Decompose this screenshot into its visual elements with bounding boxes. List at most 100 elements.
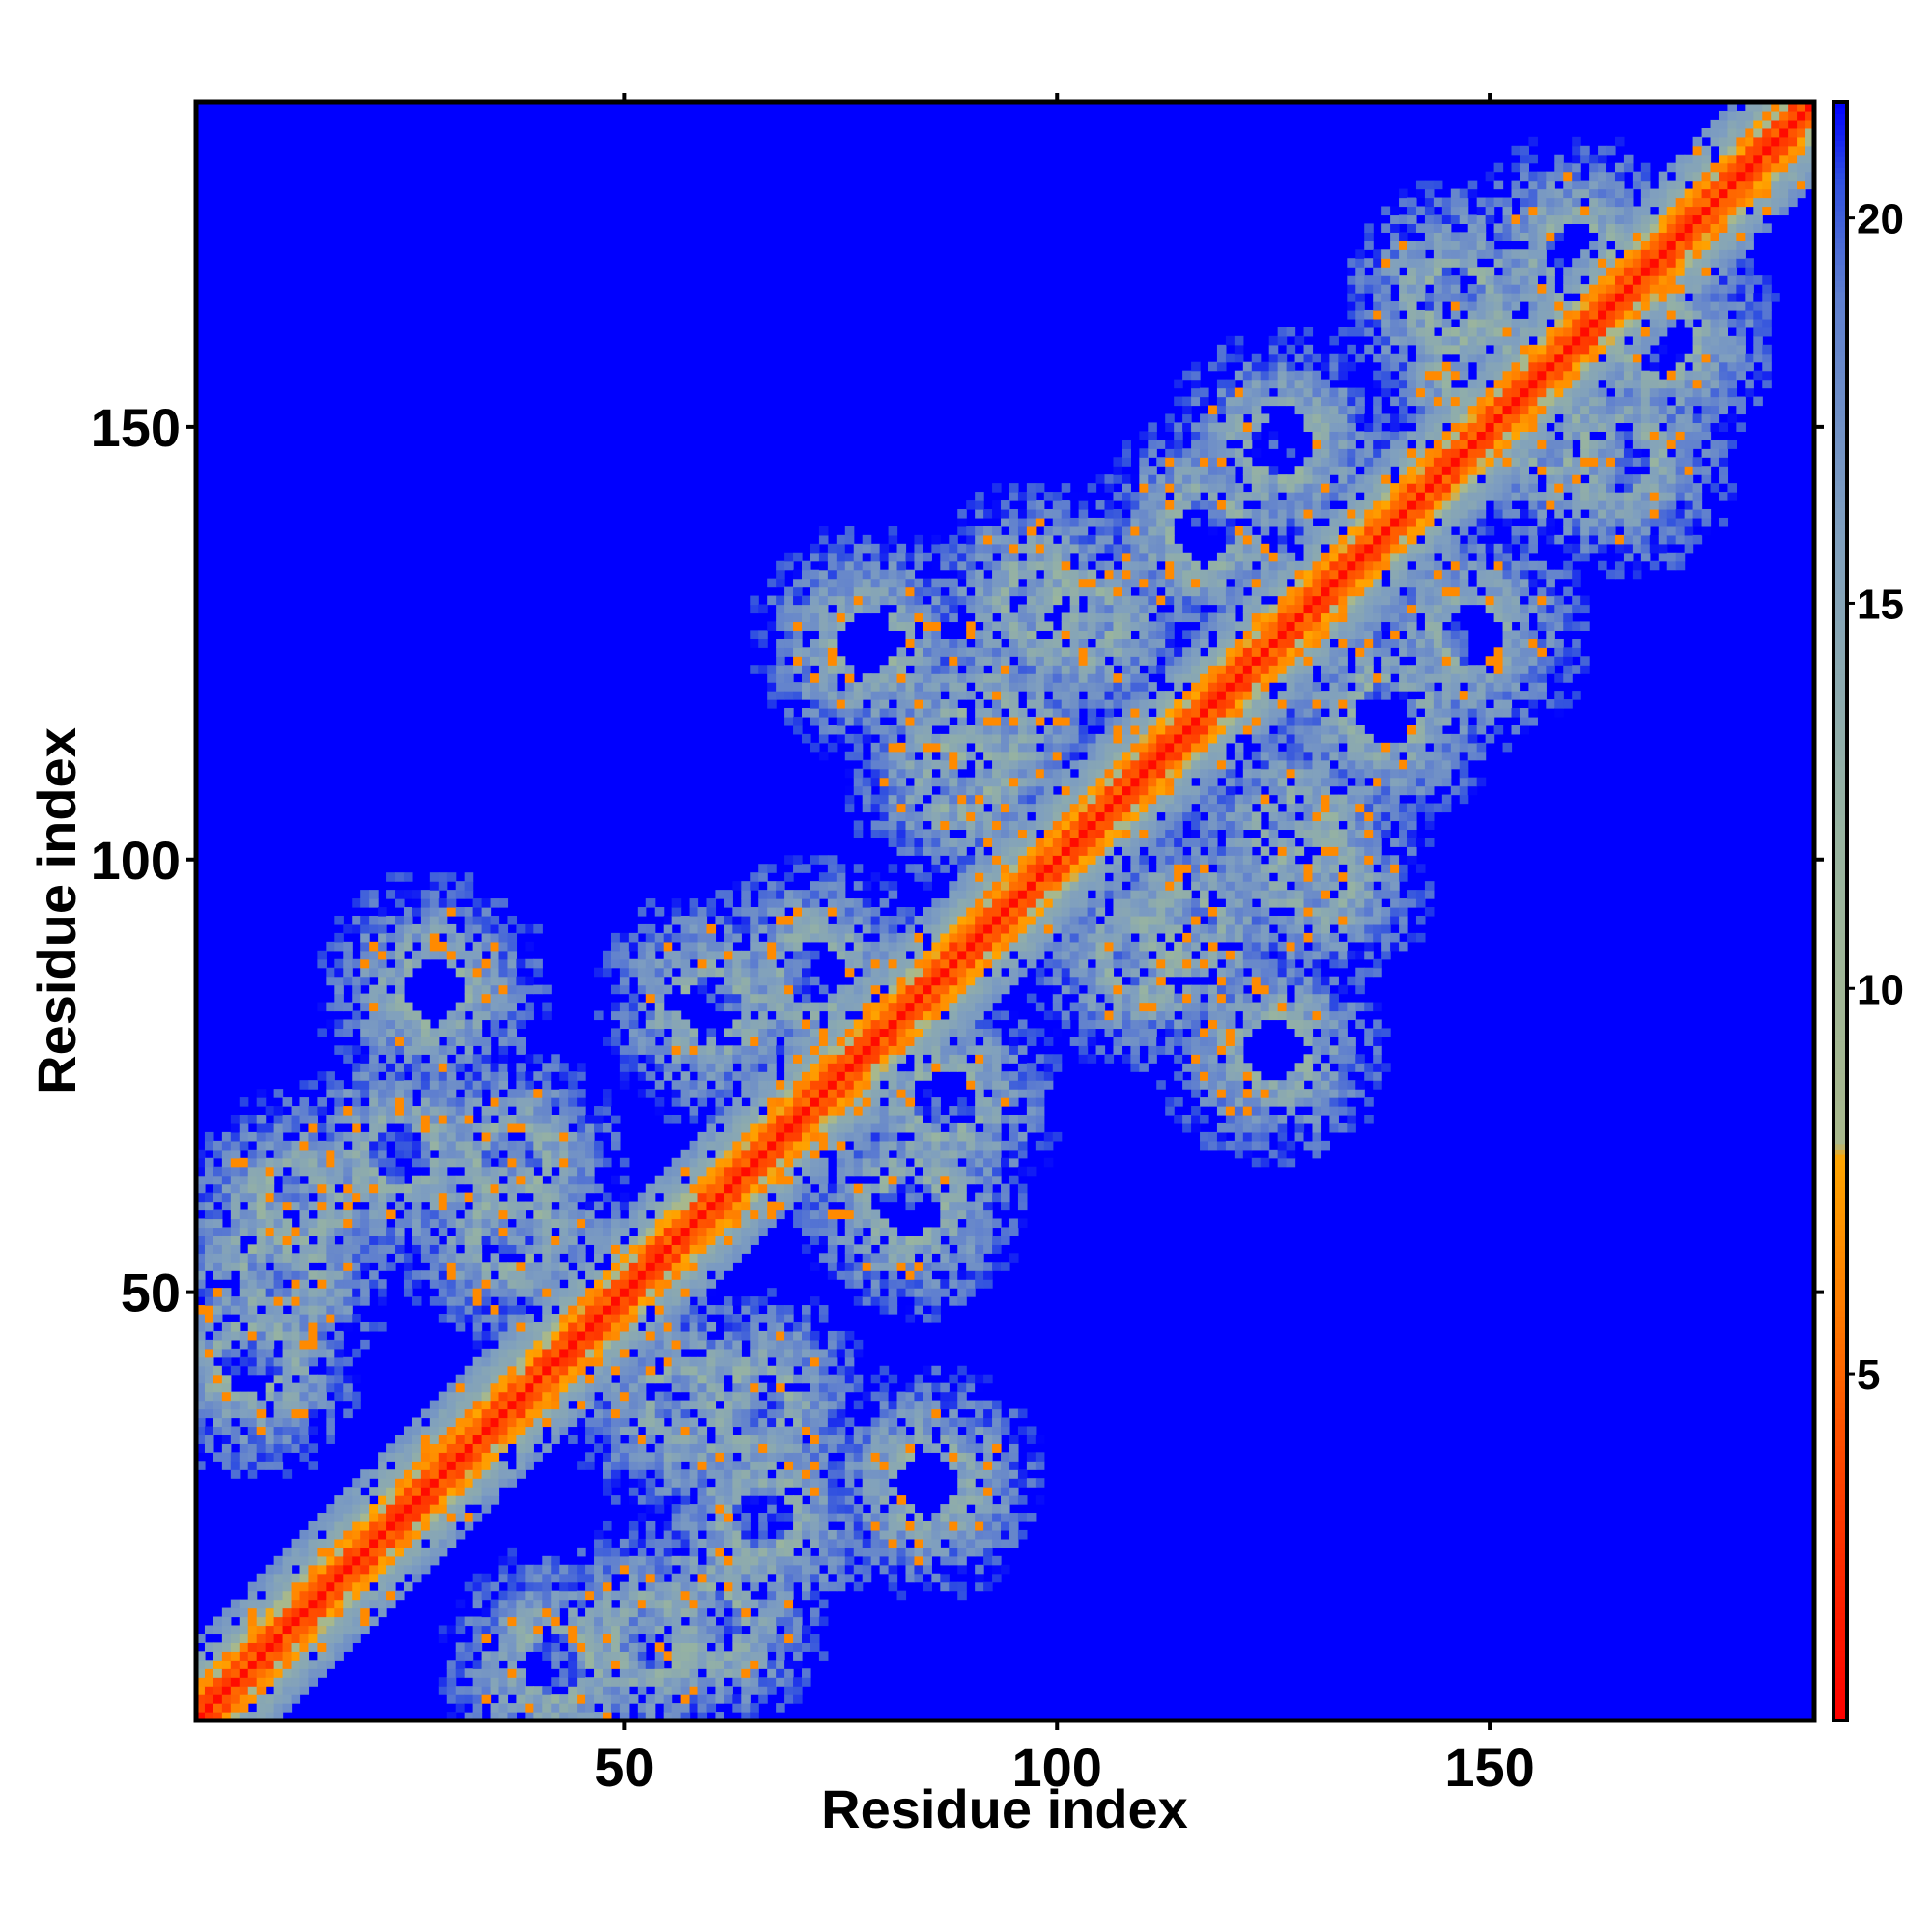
heatmap-cell [568,1157,578,1168]
heatmap-cell [360,1590,370,1601]
heatmap-cell [784,1097,794,1107]
heatmap-cell [844,1227,855,1236]
heatmap-cell [282,1183,293,1194]
heatmap-cell [741,1037,751,1046]
heatmap-cell [533,1131,543,1142]
heatmap-cell [282,1270,293,1280]
heatmap-cell [455,1426,466,1436]
heatmap-cell [472,1391,483,1402]
heatmap-cell [818,1305,829,1315]
heatmap-cell [420,1140,431,1151]
heatmap-cell [299,1374,310,1384]
heatmap-cell [671,1227,682,1236]
heatmap-cell [196,1712,206,1720]
heatmap-cell [767,621,777,631]
heatmap-cell [378,907,387,917]
heatmap-cell [429,1529,440,1540]
heatmap-cell [594,1555,604,1566]
heatmap-cell [395,1201,405,1211]
heatmap-cell [836,1435,846,1444]
heatmap-cell [767,1054,777,1064]
heatmap-cell [533,1089,543,1098]
heatmap-cell [472,1080,483,1090]
heatmap-cell [308,1201,318,1211]
heatmap-cell [810,1122,820,1133]
heatmap-cell [767,976,777,986]
heatmap-cell [577,1461,586,1470]
heatmap-cell [836,1270,846,1280]
heatmap-cell [689,1201,699,1211]
heatmap-cell [308,1175,318,1185]
heatmap-cell [352,1071,361,1081]
heatmap-cell [802,1513,811,1522]
heatmap-cell [793,898,803,908]
heatmap-cell [247,1149,258,1159]
heatmap-cell [741,915,751,925]
heatmap-cell [239,1461,249,1470]
heatmap-cell [776,1106,785,1116]
heatmap-cell [645,950,656,960]
heatmap-cell [732,1538,742,1548]
heatmap-cell [750,1599,759,1609]
heatmap-cell [680,1262,691,1271]
heatmap-cell [654,1054,665,1064]
heatmap-cell [386,1106,396,1116]
heatmap-cell [750,1461,759,1470]
heatmap-cell [568,1564,578,1575]
heatmap-cell [741,1002,751,1012]
heatmap-cell [810,1426,820,1436]
heatmap-cell [386,1071,396,1081]
heatmap-cell [282,1321,293,1332]
heatmap-cell [577,1616,586,1627]
heatmap-cell [568,1166,578,1177]
heatmap-cell [818,1140,829,1151]
heatmap-cell [559,1209,569,1220]
heatmap-cell [542,1590,552,1601]
heatmap-cell [767,1452,777,1462]
heatmap-cell [403,1443,413,1453]
heatmap-cell [776,1581,785,1592]
heatmap-cell [680,1037,691,1046]
heatmap-cell [611,1028,621,1037]
heatmap-cell [438,1262,448,1271]
heatmap-cell [438,1443,448,1453]
heatmap-cell [750,639,759,648]
heatmap-cell [741,1607,751,1618]
heatmap-cell [455,1321,466,1332]
heatmap-cell [671,1616,682,1627]
heatmap-cell [611,1478,621,1488]
heatmap-cell [802,708,811,718]
heatmap-cell [230,1183,241,1194]
heatmap-cell [446,1236,457,1245]
heatmap-cell [810,1192,820,1203]
heatmap-cell [637,1607,647,1618]
heatmap-cell [844,1348,855,1358]
heatmap-cell [611,958,621,969]
heatmap-cell [706,967,717,978]
heatmap-cell [741,1495,751,1505]
heatmap-cell [420,890,431,899]
heatmap-cell [403,1140,413,1151]
heatmap-cell [602,1478,612,1488]
heatmap-cell [490,1408,500,1419]
heatmap-cell [516,1616,526,1627]
heatmap-cell [602,1426,612,1436]
heatmap-cell [689,1625,699,1635]
heatmap-cell [741,1192,751,1203]
heatmap-cell [784,1677,794,1687]
heatmap-cell [577,1634,586,1643]
heatmap-cell [360,976,370,986]
heatmap-cell [446,1625,457,1635]
heatmap-cell [628,1305,639,1315]
heatmap-cell [395,1504,405,1514]
heatmap-cell [802,1348,811,1358]
heatmap-cell [568,1253,578,1263]
heatmap-cell [628,1054,639,1064]
heatmap-cell [352,1010,361,1021]
heatmap-cell [637,1374,647,1384]
heatmap-cell [810,612,820,623]
heatmap-cell [784,682,794,692]
heatmap-cell [750,1443,759,1453]
heatmap-cell [343,1209,353,1220]
heatmap-cell [818,1365,829,1376]
